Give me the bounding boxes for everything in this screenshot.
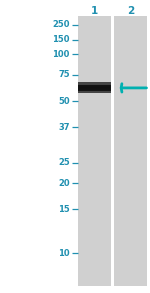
- Text: 37: 37: [58, 123, 70, 132]
- Bar: [78, 88, 111, 89]
- Text: 75: 75: [58, 70, 70, 79]
- Text: 15: 15: [58, 205, 70, 214]
- Bar: [78, 89, 111, 90]
- Bar: [78, 87, 111, 88]
- Bar: [78, 92, 111, 93]
- Bar: [78, 82, 111, 83]
- Bar: [78, 88, 111, 89]
- Bar: [78, 16, 111, 286]
- Bar: [114, 16, 147, 286]
- Bar: [78, 90, 111, 91]
- Bar: [78, 92, 111, 93]
- Bar: [78, 84, 111, 85]
- Text: 150: 150: [52, 35, 70, 44]
- Text: 25: 25: [58, 158, 70, 167]
- Text: 1: 1: [91, 6, 98, 16]
- Bar: [78, 84, 111, 85]
- Bar: [78, 87, 111, 88]
- Bar: [78, 82, 111, 83]
- Bar: [78, 86, 111, 87]
- Bar: [78, 85, 111, 86]
- Bar: [78, 89, 111, 90]
- Text: 10: 10: [58, 249, 70, 258]
- Bar: [78, 83, 111, 84]
- Bar: [78, 85, 111, 86]
- Text: 2: 2: [127, 6, 134, 16]
- Text: 20: 20: [58, 179, 70, 188]
- Text: 100: 100: [52, 50, 70, 59]
- Bar: [78, 86, 111, 87]
- Bar: [78, 91, 111, 92]
- Bar: [78, 85, 111, 91]
- Bar: [78, 83, 111, 84]
- Text: 50: 50: [58, 97, 70, 105]
- Bar: [78, 91, 111, 92]
- Text: 250: 250: [52, 21, 70, 29]
- Bar: [78, 90, 111, 91]
